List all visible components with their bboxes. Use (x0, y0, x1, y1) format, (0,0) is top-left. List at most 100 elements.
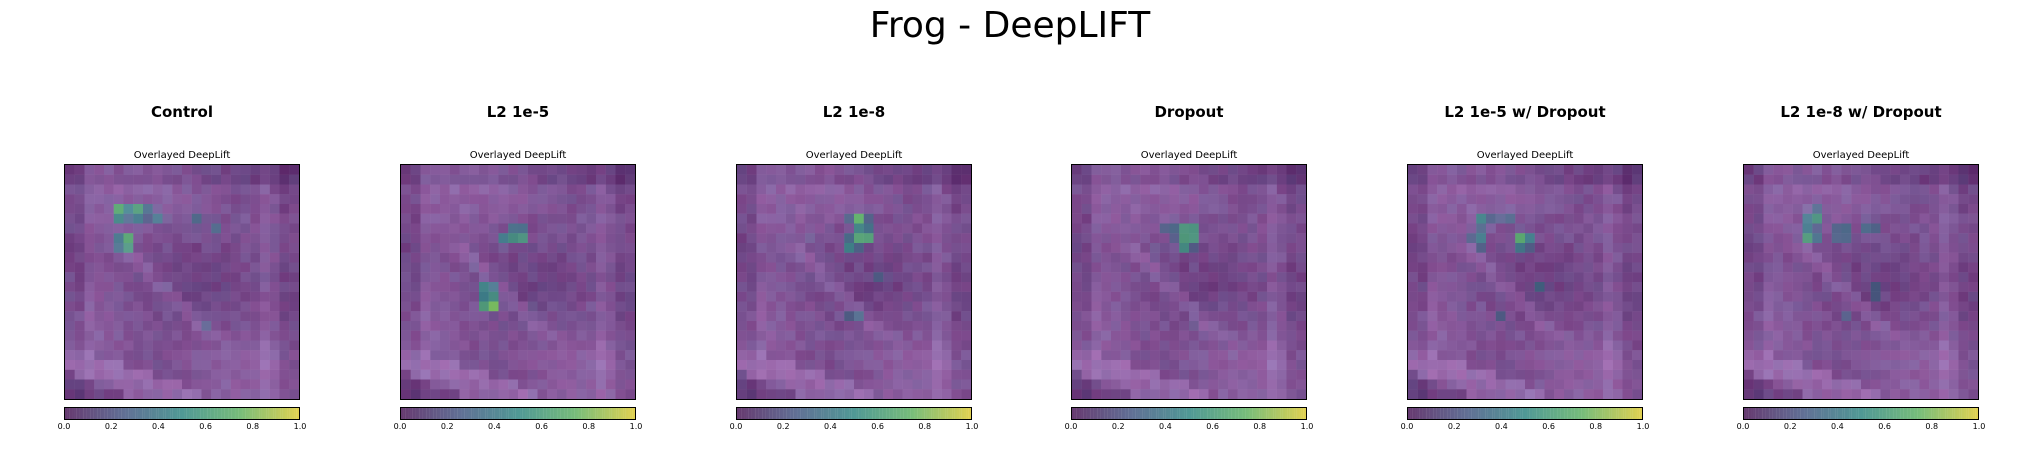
heatmap-cell (1929, 379, 1940, 390)
heatmap-cell (172, 174, 183, 185)
heatmap-cell (221, 321, 231, 331)
heatmap-cell (785, 321, 796, 331)
colorbar-segment (1846, 408, 1850, 419)
heatmap-cell (221, 204, 231, 214)
heatmap-cell (737, 379, 747, 390)
heatmap-cell (1486, 262, 1496, 273)
heatmap-cell (824, 262, 835, 273)
heatmap-cell (1929, 194, 1940, 205)
heatmap-cell (844, 340, 855, 351)
heatmap-cell (1593, 223, 1604, 234)
colorbar-segment (177, 408, 180, 419)
heatmap-cell (133, 204, 144, 214)
heatmap-cell (1189, 243, 1199, 253)
colorbar-segment (529, 408, 533, 419)
heatmap-cell (201, 340, 212, 351)
heatmap-cell (1505, 321, 1516, 331)
colorbar-segment (597, 408, 601, 419)
heatmap-cell (488, 291, 499, 302)
heatmap-cell (1198, 243, 1209, 253)
axes-title: Overlayed DeepLift (133, 150, 231, 161)
heatmap-cell (191, 369, 202, 380)
heatmap-cell (1773, 282, 1784, 292)
heatmap-cell (488, 243, 499, 253)
colorbar-segment (1919, 408, 1922, 419)
heatmap-cell (1544, 340, 1555, 351)
colorbar-segment (928, 408, 932, 419)
heatmap-cell (1593, 350, 1604, 361)
heatmap-cell (1169, 379, 1180, 390)
heatmap-cell (221, 360, 231, 370)
heatmap-cell (113, 194, 124, 205)
colorbar-segment (618, 408, 622, 419)
heatmap-cell (1247, 262, 1258, 273)
heatmap-cell (824, 204, 835, 214)
heatmap-cell (795, 282, 806, 292)
heatmap-cell (94, 350, 105, 361)
heatmap-cell (576, 311, 587, 322)
heatmap-cell (922, 311, 933, 322)
heatmap-cell (230, 321, 241, 331)
heatmap-cell (1632, 379, 1642, 390)
heatmap-cell (805, 252, 816, 263)
heatmap-cell (133, 330, 144, 341)
heatmap-cell (547, 350, 558, 361)
heatmap-cell (1286, 243, 1297, 253)
heatmap-cell (1593, 204, 1604, 214)
heatmap-cell (1744, 389, 1754, 399)
heatmap-cell (401, 165, 411, 175)
heatmap-cell (1189, 252, 1199, 263)
heatmap-cell (1831, 165, 1842, 175)
heatmap-cell (1267, 291, 1277, 302)
heatmap-cell (420, 204, 431, 214)
heatmap-cell (586, 272, 597, 283)
heatmap-cell (113, 321, 124, 331)
heatmap-cell (863, 360, 874, 370)
colorbar-segment (1191, 408, 1194, 419)
heatmap-cell (1564, 369, 1574, 380)
colorbar-segment (76, 408, 80, 419)
heatmap-cell (240, 204, 251, 214)
heatmap-cell (863, 262, 874, 273)
heatmap-cell (844, 243, 855, 253)
heatmap-cell (557, 311, 567, 322)
heatmap-cell (1603, 350, 1613, 361)
colorbar-segment (811, 408, 815, 419)
heatmap-cell (941, 223, 952, 234)
heatmap-cell (1612, 282, 1623, 292)
heatmap-cell (737, 282, 747, 292)
heatmap-cell (1437, 311, 1448, 322)
heatmap-cell (1120, 223, 1131, 234)
heatmap-cell (1554, 223, 1565, 234)
heatmap-cell (104, 252, 114, 263)
heatmap-cell (1534, 213, 1545, 224)
heatmap-cell (1140, 389, 1151, 399)
colorbar-segment (1851, 408, 1855, 419)
heatmap-cell (951, 330, 962, 341)
heatmap-cell (922, 233, 933, 244)
heatmap-cell (1159, 194, 1170, 205)
subplot-panel: L2 1e-8 Overlayed DeepLift 0.0 0.2 0.4 0.6 0.8… (704, 100, 1004, 450)
heatmap-cell (279, 184, 290, 195)
heatmap-cell (557, 321, 567, 331)
heatmap-cell (1228, 291, 1238, 302)
heatmap-cell (1612, 165, 1623, 175)
heatmap-cell (854, 243, 864, 253)
heatmap-cell (776, 223, 786, 234)
heatmap-cell (230, 350, 241, 361)
heatmap-cell (746, 360, 757, 370)
heatmap-cell (537, 262, 548, 273)
heatmap-cell (1554, 291, 1565, 302)
heatmap-cell (1544, 233, 1555, 244)
heatmap-cell (410, 223, 421, 234)
heatmap-cell (1919, 389, 1930, 399)
colorbar-segment (146, 408, 150, 419)
heatmap-cell (1072, 262, 1082, 273)
colorbar-segment (863, 408, 866, 419)
heatmap-cell (1948, 262, 1959, 273)
heatmap-cell (211, 272, 222, 283)
heatmap-cell (1091, 350, 1102, 361)
heatmap-cell (1890, 262, 1901, 273)
heatmap-cell (961, 252, 971, 263)
colorbar-segment (203, 408, 206, 419)
